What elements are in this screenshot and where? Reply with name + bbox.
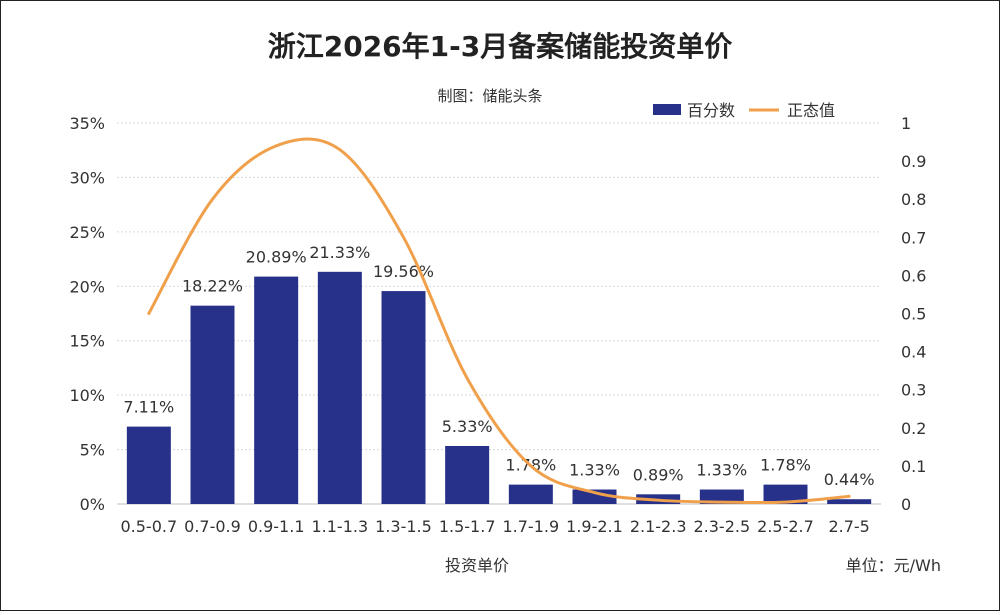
y-right-tick-label: 0.3	[901, 381, 926, 400]
y-axis-right: 0 0.1 0.2 0.3 0.4 0.5 0.6 0.7 0.8 0.9 1	[901, 114, 926, 514]
y-left-tick-label: 30%	[69, 168, 105, 187]
normal-curve-line	[149, 139, 849, 503]
y-right-tick-label: 0.5	[901, 305, 926, 324]
x-tick-label: 1.7-1.9	[502, 517, 559, 536]
bar	[127, 427, 171, 504]
bar-data-label: 19.56%	[373, 262, 434, 281]
y-left-tick-label: 20%	[69, 277, 105, 296]
y-left-tick-label: 5%	[80, 441, 105, 460]
y-right-tick-label: 0.4	[901, 343, 926, 362]
legend-bar-swatch	[653, 104, 681, 115]
y-right-tick-label: 0.7	[901, 228, 926, 247]
y-right-tick-label: 0	[901, 495, 911, 514]
y-left-tick-label: 35%	[69, 114, 105, 133]
x-tick-label: 2.7-5	[828, 517, 869, 536]
bar-data-label: 21.33%	[309, 243, 370, 262]
bar-data-labels: 7.11% 18.22%20.89%21.33%19.56% 5.33% 1.78% 1…	[123, 243, 874, 489]
x-tick-label: 1.5-1.7	[439, 517, 496, 536]
line-series	[149, 139, 849, 503]
bar	[318, 272, 362, 504]
y-left-tick-label: 10%	[69, 386, 105, 405]
x-tick-label: 0.7-0.9	[184, 517, 241, 536]
y-right-tick-label: 0.2	[901, 419, 926, 438]
bar-data-label: 5.33%	[442, 417, 493, 436]
y-right-tick-label: 0.8	[901, 190, 926, 209]
bar-data-label: 1.78%	[760, 456, 811, 475]
bar-data-label: 18.22%	[182, 277, 243, 296]
bar	[445, 446, 489, 504]
chart-subtitle: 制图：储能头条	[437, 87, 542, 105]
y-right-tick-label: 0.9	[901, 152, 926, 171]
x-axis-label: 投资单价	[445, 556, 509, 575]
x-tick-label: 0.5-0.7	[120, 517, 177, 536]
bar-data-label: 1.33%	[569, 461, 620, 480]
x-tick-label: 1.3-1.5	[375, 517, 432, 536]
y-axis-left: 0% 5% 10% 15% 20% 25% 30% 35%	[69, 114, 105, 514]
bar	[254, 277, 298, 504]
bar	[827, 499, 871, 504]
x-tick-label: 2.3-2.5	[693, 517, 750, 536]
x-axis: 0.5-0.7 0.7-0.9 0.9-1.1 1.1-1.3 1.3-1.5 1.5-1…	[120, 517, 869, 536]
y-right-tick-label: 0.1	[901, 457, 926, 476]
bar-data-label: 0.44%	[824, 470, 875, 489]
bar-data-label: 7.11%	[123, 398, 174, 417]
y-left-tick-label: 25%	[69, 223, 105, 242]
x-tick-label: 2.1-2.3	[630, 517, 687, 536]
bar	[509, 485, 553, 504]
bar-data-label: 20.89%	[246, 248, 307, 267]
x-tick-label: 1.1-1.3	[311, 517, 368, 536]
x-tick-label: 2.5-2.7	[757, 517, 814, 536]
legend-line-label: 正态值	[787, 101, 835, 120]
bar-data-label: 1.33%	[696, 461, 747, 480]
x-tick-label: 0.9-1.1	[248, 517, 305, 536]
y-right-tick-label: 1	[901, 114, 911, 133]
x-tick-label: 1.9-2.1	[566, 517, 623, 536]
y-right-tick-label: 0.6	[901, 266, 926, 285]
y-left-tick-label: 0%	[80, 495, 105, 514]
legend: 百分数 正态值	[653, 101, 835, 120]
bar	[191, 306, 235, 504]
unit-label: 单位：元/Wh	[846, 556, 941, 575]
legend-bar-label: 百分数	[687, 101, 735, 120]
bar	[382, 291, 426, 504]
y-left-tick-label: 15%	[69, 332, 105, 351]
chart-title: 浙江2026年1-3月备案储能投资单价	[268, 30, 734, 63]
bar-data-label: 0.89%	[633, 465, 684, 484]
